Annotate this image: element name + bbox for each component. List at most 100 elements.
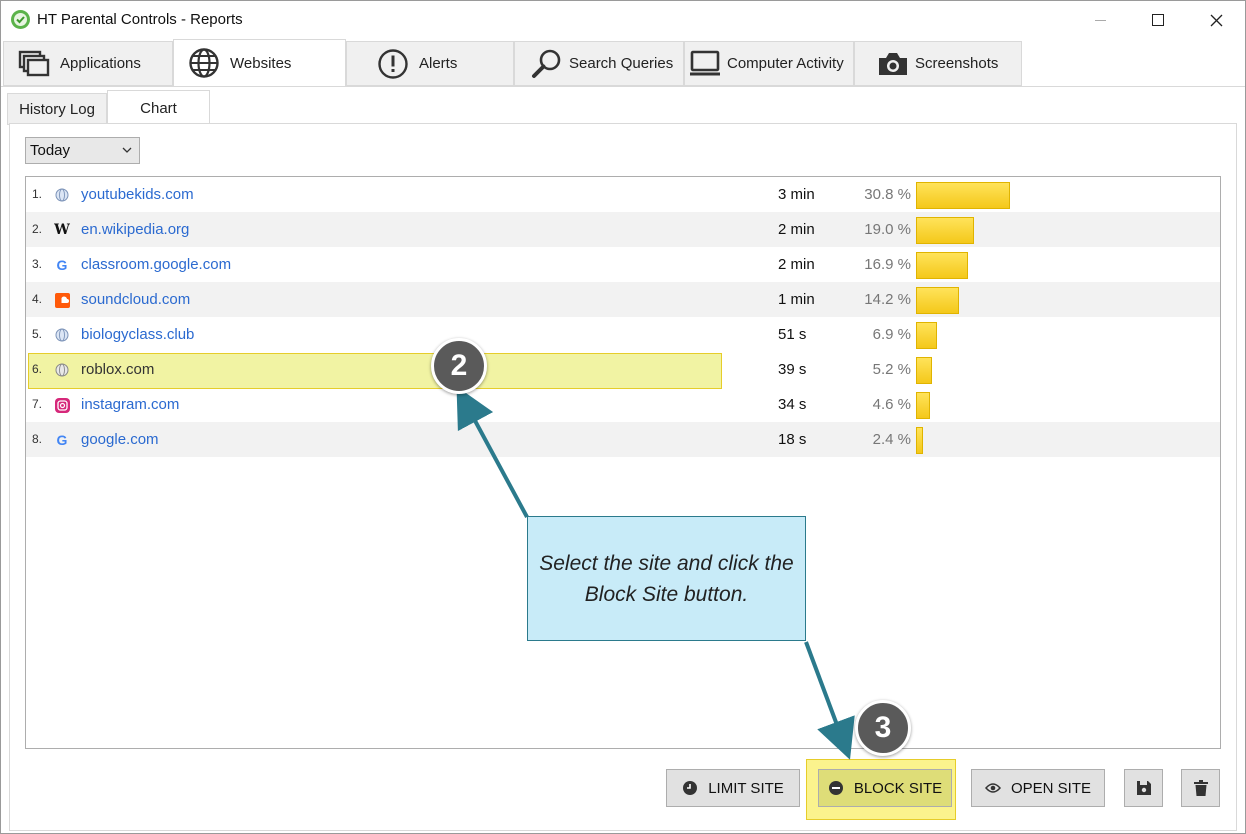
site-row[interactable]: 1. youtubekids.com 3 min 30.8 % [26, 177, 1220, 212]
tab-label: Screenshots [915, 55, 999, 72]
site-row[interactable]: 8. G google.com 18 s 2.4 % [26, 422, 1220, 457]
magnifier-icon [531, 49, 563, 79]
site-percent: 30.8 % [864, 186, 911, 203]
site-link[interactable]: google.com [81, 431, 159, 448]
monitor-icon [689, 49, 721, 79]
tab-search-queries[interactable]: Search Queries [514, 41, 684, 86]
site-row[interactable]: 4. soundcloud.com 1 min 14.2 % [26, 282, 1220, 317]
websites-content: History Log Chart Today 1. youtubekids.c… [1, 86, 1245, 833]
save-icon [1136, 780, 1152, 796]
row-rank: 6. [32, 362, 43, 376]
tab-label: Alerts [419, 55, 458, 72]
site-link[interactable]: soundcloud.com [81, 291, 191, 308]
globe-icon [54, 362, 70, 378]
site-percent: 14.2 % [864, 291, 911, 308]
minimize-icon [1094, 19, 1106, 21]
shield-check-icon [11, 10, 30, 29]
step-3-badge: 3 [855, 700, 911, 756]
maximize-button[interactable] [1129, 1, 1187, 39]
open-site-button[interactable]: OPEN SITE [971, 769, 1105, 807]
trash-icon [1193, 780, 1209, 796]
site-row[interactable]: 2. W en.wikipedia.org 2 min 19.0 % [26, 212, 1220, 247]
save-button[interactable] [1124, 769, 1163, 807]
tab-computer-activity[interactable]: Computer Activity [684, 41, 854, 86]
site-link[interactable]: youtubekids.com [81, 186, 194, 203]
site-link[interactable]: instagram.com [81, 396, 180, 413]
site-row-selected[interactable]: 6. roblox.com 39 s 5.2 % [26, 352, 1220, 387]
globe-icon [54, 327, 70, 343]
tab-screenshots[interactable]: Screenshots [854, 41, 1022, 86]
usage-bar [916, 357, 932, 384]
site-duration: 18 s [778, 431, 807, 448]
site-link[interactable]: classroom.google.com [81, 256, 232, 273]
tab-applications[interactable]: Applications [3, 41, 173, 86]
google-icon: G [56, 432, 68, 448]
instagram-icon [54, 397, 70, 413]
main-tab-strip: Applications Websites Alerts Search Quer… [1, 39, 1245, 86]
usage-bar [916, 392, 930, 419]
site-duration: 1 min [778, 291, 815, 308]
row-rank: 4. [32, 292, 43, 306]
wikipedia-icon: W [54, 222, 70, 238]
usage-bar [916, 287, 959, 314]
site-row[interactable]: 5. biologyclass.club 51 s 6.9 % [26, 317, 1220, 352]
soundcloud-icon [54, 292, 70, 308]
eye-icon [984, 780, 1001, 796]
clock-icon [682, 780, 698, 796]
open-site-label: OPEN SITE [1010, 779, 1092, 797]
row-rank: 2. [32, 222, 43, 236]
site-percent: 4.6 % [872, 396, 911, 413]
site-usage-list[interactable]: 1. youtubekids.com 3 min 30.8 % 2. W en.… [25, 176, 1221, 749]
selection-highlight [28, 353, 722, 389]
maximize-icon [1152, 14, 1164, 26]
window-title: HT Parental Controls - Reports [37, 11, 243, 28]
tab-websites[interactable]: Websites [173, 39, 346, 86]
period-select-value: Today [30, 142, 71, 159]
exclamation-circle-icon [377, 48, 409, 79]
site-percent: 19.0 % [864, 221, 911, 238]
period-select[interactable]: Today [25, 137, 140, 164]
tab-label: Computer Activity [727, 55, 844, 72]
site-row[interactable]: 3. G classroom.google.com 2 min 16.9 % [26, 247, 1220, 282]
row-rank: 5. [32, 327, 43, 341]
minimize-button[interactable] [1071, 1, 1129, 39]
site-link[interactable]: roblox.com [81, 361, 155, 378]
site-link[interactable]: biologyclass.club [81, 326, 195, 343]
tab-label: Websites [230, 54, 292, 72]
site-row[interactable]: 7. instagram.com 34 s 4.6 % [26, 387, 1220, 422]
tab-history-log[interactable]: History Log [7, 93, 107, 125]
site-duration: 34 s [778, 396, 807, 413]
limit-site-button[interactable]: LIMIT SITE [666, 769, 800, 807]
tab-label: Chart [140, 99, 177, 117]
chevron-down-icon [122, 147, 132, 153]
site-duration: 39 s [778, 361, 807, 378]
limit-site-label: LIMIT SITE [708, 779, 784, 797]
site-duration: 51 s [778, 326, 807, 343]
row-rank: 3. [32, 257, 43, 271]
site-duration: 2 min [778, 256, 815, 273]
site-duration: 3 min [778, 186, 815, 203]
chart-pane: Today 1. youtubekids.com 3 min 30.8 % 2.… [9, 123, 1237, 831]
delete-button[interactable] [1181, 769, 1220, 807]
row-rank: 1. [32, 187, 43, 201]
windows-stack-icon [18, 49, 50, 79]
tab-label: Applications [60, 55, 141, 72]
tab-chart[interactable]: Chart [107, 90, 210, 125]
globe-icon [54, 187, 70, 203]
minus-circle-icon [828, 780, 844, 796]
site-link[interactable]: en.wikipedia.org [81, 221, 190, 238]
site-duration: 2 min [778, 221, 815, 238]
site-percent: 16.9 % [864, 256, 911, 273]
site-percent: 2.4 % [872, 431, 911, 448]
camera-icon [877, 49, 909, 79]
close-button[interactable] [1187, 1, 1245, 39]
row-rank: 8. [32, 432, 43, 446]
tab-label: Search Queries [569, 55, 674, 72]
site-percent: 6.9 % [872, 326, 911, 343]
usage-bar [916, 322, 937, 349]
block-site-button[interactable]: BLOCK SITE [818, 769, 952, 807]
tab-alerts[interactable]: Alerts [346, 41, 514, 86]
usage-bar [916, 427, 923, 454]
site-percent: 5.2 % [872, 361, 911, 378]
